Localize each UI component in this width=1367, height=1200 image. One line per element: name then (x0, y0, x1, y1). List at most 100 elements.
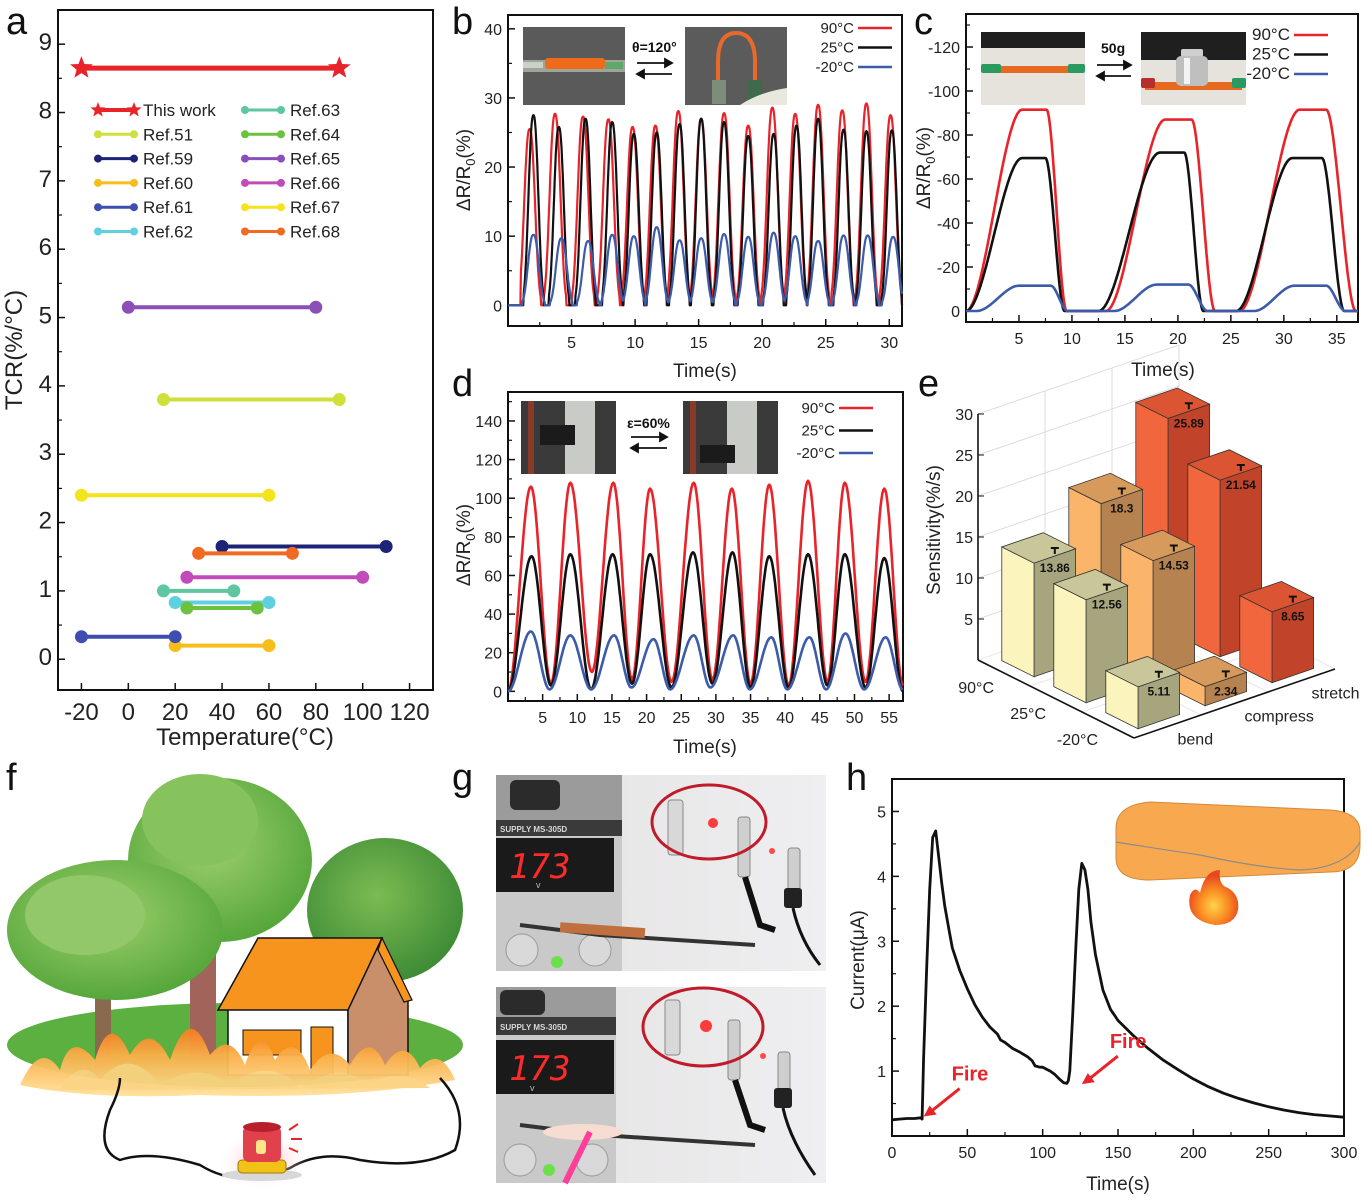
x-tick-label: 50 (958, 1145, 976, 1162)
chart-b-ticks: 5 10 15 20 25 30 0 10 20 30 40 (484, 22, 898, 352)
panel-letter-f: f (6, 757, 17, 799)
chart-d-stretching: 5 10 15 20 25 30 35 40 45 50 55020406080100120140 … (454, 391, 905, 758)
circle-marker (379, 539, 393, 553)
inset-sensor-pad-flame-icon (1115, 801, 1361, 925)
bar-value-label: 5.11 (1147, 685, 1170, 699)
x-tick-label: 35 (742, 710, 760, 727)
illustration-f-wildfire-alarm (7, 774, 463, 1190)
chart-h-x-axis-label: Time(s) (1086, 1174, 1150, 1195)
legend-label: 25°C (1252, 45, 1290, 64)
svg-text:v: v (536, 880, 541, 890)
x-tick-label: 10 (568, 710, 586, 727)
flames (20, 1028, 455, 1097)
y-tick-label: 3 (877, 934, 886, 951)
chart-h-ticks: 0 50 100 150 200 250 300 1 2 3 4 5 (877, 804, 1357, 1162)
chart-b-inset-photo-flat (523, 27, 625, 105)
x-tick-label: 100 (1029, 1145, 1056, 1162)
x-tick-label: 10 (626, 335, 644, 352)
svg-text:v: v (530, 1083, 535, 1093)
legend-dot (241, 106, 249, 114)
temperature-tick-label: 90°C (958, 680, 994, 697)
legend-dot (94, 227, 102, 236)
chart-c-compression: 5 10 15 20 25 30 35 0 -20 -40 -60 -80 -100 -120 50g 9… (914, 13, 1359, 381)
legend-label: Ref.67 (290, 198, 340, 217)
star-marker (70, 56, 93, 78)
mode-tick-label: bend (1178, 732, 1214, 749)
x-tick-label: 30 (880, 335, 898, 352)
legend-dot (130, 203, 138, 212)
arrowhead (923, 1105, 937, 1117)
y-tick-label: 1 (877, 1064, 886, 1081)
y-tick-label: 6 (39, 234, 52, 261)
chart-e-z-axis-label: Sensitivity(%/s) (924, 465, 945, 595)
circle-marker (332, 393, 346, 407)
x-tick-label: -20 (64, 699, 99, 726)
bar-value-label: 18.3 (1110, 502, 1134, 516)
circle-marker (121, 300, 135, 314)
y-tick-label: 30 (484, 91, 502, 108)
bar-value-label: 13.86 (1040, 561, 1070, 575)
y-tick-label: -20 (937, 260, 960, 277)
grid-line (977, 385, 1180, 456)
mode-tick-label: compress (1245, 709, 1314, 726)
circle-marker (156, 584, 170, 598)
y-tick-label: 20 (484, 646, 502, 663)
series-line--20°C (507, 630, 904, 693)
x-tick-label: 45 (811, 710, 829, 727)
fire-annotation-label: Fire (1110, 1031, 1147, 1053)
highlight-circle (641, 986, 765, 1068)
legend-dot (277, 227, 285, 236)
bar-top-face (1134, 387, 1211, 419)
y-tick-label: 1 (39, 576, 52, 603)
circle-marker (192, 546, 206, 560)
circle-marker (227, 584, 241, 598)
series-line--20°C (507, 226, 904, 307)
series-line-90°C (507, 479, 905, 693)
circle-marker (180, 601, 194, 615)
y-tick-label: 80 (484, 530, 502, 547)
chart-a-tcr-comparison: 0 1 2 3 4 5 6 7 8 9 -20 0 20 40 60 80 100 120 This work R… (1, 9, 434, 751)
fire-annotation-label: Fire (952, 1064, 989, 1086)
x-tick-label: 40 (209, 699, 236, 726)
bar-front-face (1001, 546, 1035, 678)
x-tick-label: 55 (880, 710, 898, 727)
chart-b-series (507, 102, 904, 307)
error-bar (1288, 595, 1297, 603)
legend-dot (94, 154, 102, 163)
x-tick-label: 20 (638, 710, 656, 727)
bar-compress-25°C: 14.53 (1119, 529, 1196, 681)
x-tick-label: 0 (122, 699, 135, 726)
legend-dot (277, 203, 285, 212)
series-line-25°C (965, 151, 1359, 313)
y-tick-label: 40 (484, 22, 502, 39)
y-tick-label: -40 (937, 216, 960, 233)
chart-c-inset-label: 50g (1101, 40, 1125, 56)
legend-label: Ref.62 (143, 223, 193, 242)
bar-bend--20°C: 5.11 (1104, 656, 1181, 730)
chart-h-annotations: Fire Fire (923, 1031, 1147, 1117)
bar-top-face (1238, 580, 1315, 613)
circle-marker (180, 570, 194, 584)
error-bar (1236, 463, 1245, 471)
chart-a-y-axis-label: TCR(%/°C) (1, 290, 28, 410)
chart-d-plot-frame (507, 391, 904, 702)
legend-star (126, 102, 142, 117)
legend-dot (241, 203, 249, 212)
error-bar (1102, 583, 1111, 591)
panel-letter-d: d (452, 363, 473, 405)
legend-label: Ref.59 (143, 150, 193, 169)
bar-front-face (1053, 582, 1087, 704)
y-tick-label: 2 (39, 508, 52, 535)
x-tick-label: 30 (1275, 331, 1293, 348)
chart-d-inset-photo-relaxed (521, 401, 616, 474)
legend-dot (130, 178, 138, 187)
chart-c-legend: 90°C25°C-20°C (1246, 25, 1328, 83)
x-tick-label: 25 (1222, 331, 1240, 348)
legend-dot (130, 154, 138, 163)
chart-c-inset-photo-unloaded (981, 32, 1085, 105)
chart-h-current-response: 0 50 100 150 200 250 300 1 2 3 4 5 Fire Fire Time(s)… (848, 778, 1361, 1195)
bar-top-face (1171, 655, 1248, 687)
series-line-25°C (507, 551, 904, 693)
z-tick-label: 25 (955, 448, 973, 465)
error-bar (1117, 487, 1126, 495)
